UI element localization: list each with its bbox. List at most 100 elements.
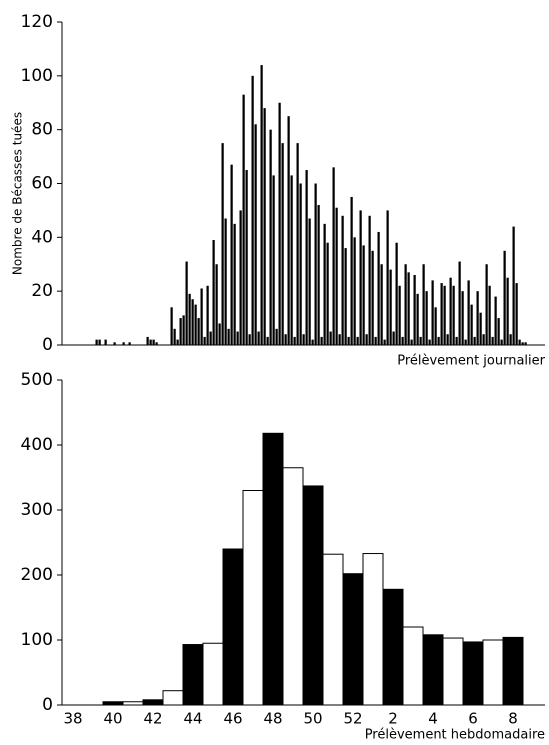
bar xyxy=(278,102,281,345)
bar xyxy=(344,248,347,345)
x-tick-label: 8 xyxy=(508,710,518,728)
x-tick-label: 42 xyxy=(143,710,162,728)
x-tick-label: 46 xyxy=(223,710,242,728)
bar xyxy=(422,634,444,706)
bar xyxy=(152,339,155,345)
bar xyxy=(203,336,206,345)
y-tick-label: 300 xyxy=(21,500,53,520)
y-tick-label: 60 xyxy=(31,174,53,194)
bar xyxy=(353,237,356,345)
bar xyxy=(302,334,305,345)
x-tick-label: 50 xyxy=(303,710,322,728)
bar xyxy=(260,65,263,346)
y-tick-label: 500 xyxy=(21,370,53,390)
bar xyxy=(281,143,284,345)
bar xyxy=(290,175,293,345)
bar xyxy=(179,318,182,345)
bar xyxy=(282,467,304,706)
bar xyxy=(410,339,413,345)
bar xyxy=(371,250,374,345)
bar xyxy=(491,336,494,345)
bar xyxy=(146,336,149,345)
bar xyxy=(524,342,527,345)
bar xyxy=(365,334,368,345)
bar xyxy=(155,342,158,345)
bar xyxy=(482,334,485,345)
bar xyxy=(202,642,224,706)
x-axis-label: Prélèvement journalier xyxy=(397,354,545,369)
bar xyxy=(392,331,395,345)
bar xyxy=(368,215,371,345)
bar xyxy=(248,334,251,345)
bar xyxy=(419,336,422,345)
bar xyxy=(227,328,230,345)
bar xyxy=(506,277,509,345)
bar xyxy=(455,336,458,345)
bar xyxy=(188,293,191,345)
bar xyxy=(356,336,359,345)
bar xyxy=(476,291,479,345)
bar xyxy=(461,291,464,345)
bar xyxy=(170,307,173,345)
bar xyxy=(359,210,362,345)
bar xyxy=(431,280,434,345)
bar xyxy=(194,304,197,345)
bar xyxy=(98,339,101,345)
bar xyxy=(434,307,437,345)
bar xyxy=(335,207,338,345)
bar xyxy=(332,167,335,345)
y-tick-label: 80 xyxy=(31,120,53,140)
bar xyxy=(191,299,194,345)
bar xyxy=(374,336,377,345)
bar xyxy=(239,210,242,345)
bar xyxy=(305,170,308,345)
bar xyxy=(176,339,179,345)
bar xyxy=(380,264,383,345)
bar xyxy=(224,218,227,345)
bar xyxy=(515,283,518,345)
bar xyxy=(383,339,386,345)
bar xyxy=(458,261,461,345)
bar xyxy=(311,339,314,345)
bar xyxy=(263,108,266,345)
x-axis-label: Prélèvement hebdomadaire xyxy=(365,728,545,743)
bar xyxy=(251,75,254,345)
x-tick-label: 52 xyxy=(343,710,362,728)
bar xyxy=(197,318,200,345)
bar xyxy=(500,339,503,345)
bar xyxy=(242,94,245,345)
bar xyxy=(389,269,392,345)
bar xyxy=(497,318,500,345)
bar xyxy=(233,223,236,345)
bar xyxy=(407,272,410,345)
bar xyxy=(350,196,353,345)
bar xyxy=(449,277,452,345)
bar xyxy=(272,175,275,345)
bar xyxy=(401,336,404,345)
bar xyxy=(215,264,218,345)
bar xyxy=(488,285,491,345)
y-tick-label: 0 xyxy=(42,695,53,715)
bar xyxy=(347,336,350,345)
bar xyxy=(398,285,401,345)
x-tick-label: 40 xyxy=(103,710,122,728)
y-tick-label: 120 xyxy=(21,12,53,32)
y-tick-label: 40 xyxy=(31,227,53,247)
bar xyxy=(236,331,239,345)
bar xyxy=(382,588,404,706)
y-tick-label: 200 xyxy=(21,565,53,585)
x-tick-label: 44 xyxy=(183,710,202,728)
bar xyxy=(440,283,443,345)
bar xyxy=(462,641,484,706)
bar xyxy=(377,231,380,345)
bar xyxy=(341,215,344,345)
bar xyxy=(104,339,107,345)
bar xyxy=(485,264,488,345)
bar xyxy=(320,336,323,345)
bar xyxy=(518,339,521,345)
bar xyxy=(442,637,464,706)
bar xyxy=(200,288,203,345)
bar xyxy=(173,328,176,345)
bar xyxy=(122,342,125,345)
